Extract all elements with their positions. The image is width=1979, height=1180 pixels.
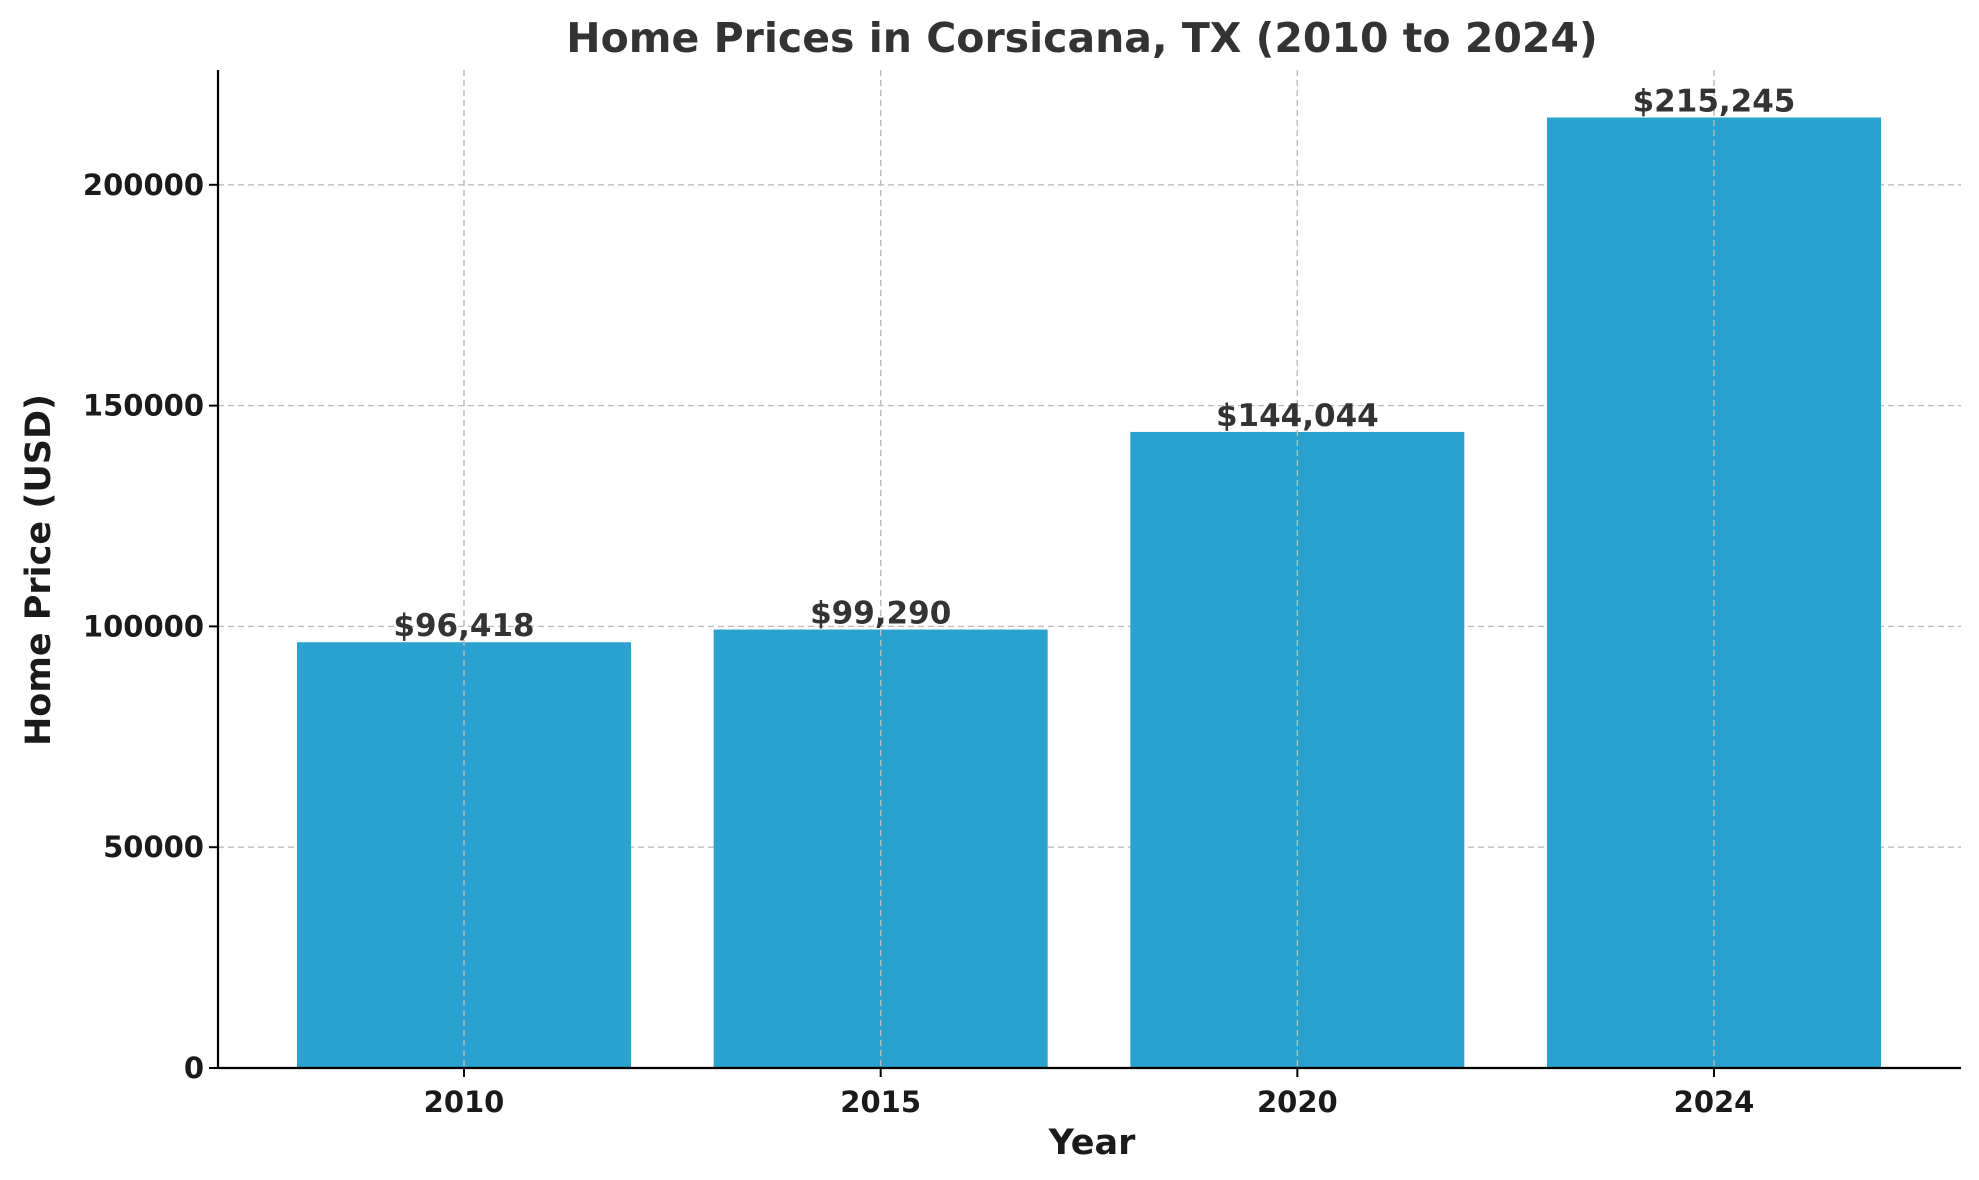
- x-tick-label: 2015: [840, 1085, 921, 1119]
- y-tick-label: 200000: [83, 168, 204, 202]
- bars: [297, 70, 1881, 1069]
- x-tick-label: 2010: [424, 1085, 505, 1119]
- data-label: $99,290: [810, 596, 951, 632]
- x-ticks: 2010 2015 2020 2024: [424, 1068, 1755, 1119]
- chart-title: Home Prices in Corsicana, TX (2010 to 20…: [566, 14, 1597, 62]
- y-ticks: 0 50000 100000 150000 200000: [83, 168, 218, 1085]
- data-labels: $96,418 $99,290 $144,044 $215,245: [393, 83, 1795, 644]
- x-tick-label: 2024: [1674, 1085, 1755, 1119]
- data-label: $215,245: [1633, 83, 1796, 119]
- x-axis-label: Year: [1048, 1123, 1136, 1163]
- axes: [216, 70, 1961, 1070]
- y-tick-label: 150000: [83, 389, 204, 423]
- y-axis-label: Home Price (USD): [19, 394, 59, 746]
- y-tick-label: 0: [184, 1051, 204, 1085]
- x-tick-label: 2020: [1257, 1085, 1338, 1119]
- y-tick-label: 50000: [103, 830, 204, 864]
- data-label: $144,044: [1216, 398, 1379, 434]
- data-label: $96,418: [393, 608, 534, 644]
- y-tick-label: 100000: [83, 609, 204, 643]
